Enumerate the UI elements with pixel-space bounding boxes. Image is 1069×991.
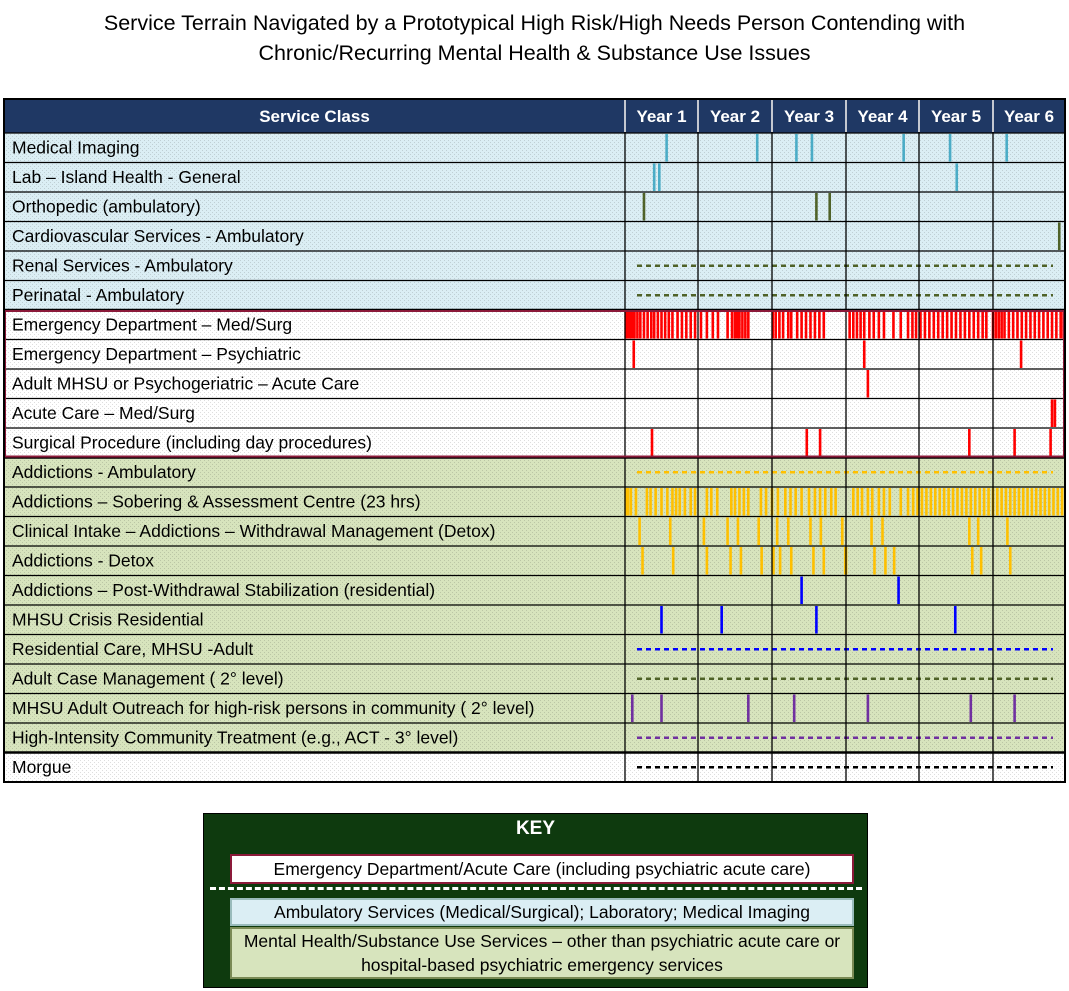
row-label: Adult MHSU or Psychogeriatric – Acute Ca… bbox=[12, 374, 359, 394]
row-texture bbox=[4, 251, 1065, 281]
header-year-6: Year 6 bbox=[1004, 107, 1054, 126]
row-label: Medical Imaging bbox=[12, 138, 139, 158]
row-label: Addictions – Post-Withdrawal Stabilizati… bbox=[12, 580, 435, 600]
row-label: Lab – Island Health - General bbox=[12, 167, 241, 187]
row-texture bbox=[4, 339, 1065, 369]
row-label: Addictions – Sobering & Assessment Centr… bbox=[12, 492, 421, 512]
row-label: Morgue bbox=[12, 757, 71, 777]
row-texture bbox=[4, 398, 1065, 428]
header-year-3: Year 3 bbox=[784, 107, 834, 126]
header-year-1: Year 1 bbox=[636, 107, 686, 126]
row-label: Acute Care – Med/Surg bbox=[12, 403, 195, 423]
row-texture bbox=[4, 605, 1065, 635]
row-label: Addictions - Ambulatory bbox=[12, 462, 196, 482]
key-item-ambulatory: Ambulatory Services (Medical/Surgical); … bbox=[230, 898, 854, 926]
header-year-5: Year 5 bbox=[931, 107, 981, 126]
row-label: MHSU Adult Outreach for high-risk person… bbox=[12, 698, 534, 718]
row-label: Adult Case Management ( 2° level) bbox=[12, 669, 284, 689]
key-separator bbox=[210, 887, 862, 890]
row-texture bbox=[4, 693, 1065, 723]
row-label: Surgical Procedure (including day proced… bbox=[12, 433, 372, 453]
row-texture bbox=[4, 516, 1065, 546]
chart-border bbox=[3, 98, 1066, 783]
header-year-2: Year 2 bbox=[710, 107, 760, 126]
row-texture bbox=[4, 133, 1065, 163]
row-label: Cardiovascular Services - Ambulatory bbox=[12, 226, 304, 246]
row-texture bbox=[4, 457, 1065, 487]
key-title: KEY bbox=[515, 818, 556, 839]
row-texture bbox=[4, 192, 1065, 222]
legend-key: KEY Emergency Department/Acute Care (inc… bbox=[203, 813, 868, 988]
row-label: Addictions - Detox bbox=[12, 551, 154, 571]
row-label: High-Intensity Community Treatment (e.g.… bbox=[12, 728, 458, 748]
row-texture bbox=[4, 280, 1065, 310]
row-texture bbox=[4, 575, 1065, 605]
row-label: Perinatal - Ambulatory bbox=[12, 285, 184, 305]
header-year-4: Year 4 bbox=[857, 107, 908, 126]
chart-title-line-1: Service Terrain Navigated by a Prototypi… bbox=[103, 11, 966, 35]
row-texture bbox=[4, 664, 1065, 694]
row-texture bbox=[4, 546, 1065, 576]
row-texture bbox=[4, 487, 1065, 517]
row-texture bbox=[4, 369, 1065, 399]
row-label: Clinical Intake – Addictions – Withdrawa… bbox=[12, 521, 495, 541]
row-texture bbox=[4, 221, 1065, 251]
row-label: Residential Care, MHSU -Adult bbox=[12, 639, 253, 659]
chart-title: Service Terrain Navigated by a Prototypi… bbox=[0, 8, 1069, 68]
row-label: Renal Services - Ambulatory bbox=[12, 256, 233, 276]
key-item-mhsu: Mental Health/Substance Use Services – o… bbox=[230, 927, 854, 979]
chart-title-line-2: Chronic/Recurring Mental Health & Substa… bbox=[258, 41, 811, 65]
row-label: Emergency Department – Psychiatric bbox=[12, 344, 301, 364]
header-service-class: Service Class bbox=[259, 107, 370, 126]
header-row bbox=[4, 99, 1065, 133]
key-item-acute-care: Emergency Department/Acute Care (includi… bbox=[230, 854, 854, 884]
row-label: Orthopedic (ambulatory) bbox=[12, 197, 201, 217]
row-label: MHSU Crisis Residential bbox=[12, 610, 204, 630]
row-texture bbox=[4, 752, 1065, 782]
row-texture bbox=[4, 634, 1065, 664]
row-texture bbox=[4, 310, 1065, 340]
row-texture bbox=[4, 428, 1065, 458]
row-texture bbox=[4, 162, 1065, 192]
row-label: Emergency Department – Med/Surg bbox=[12, 315, 292, 335]
service-timeline-chart: Service Class Year 1 Year 2 Year 3 Year 4 Yea… bbox=[3, 98, 1066, 783]
row-texture bbox=[4, 723, 1065, 753]
